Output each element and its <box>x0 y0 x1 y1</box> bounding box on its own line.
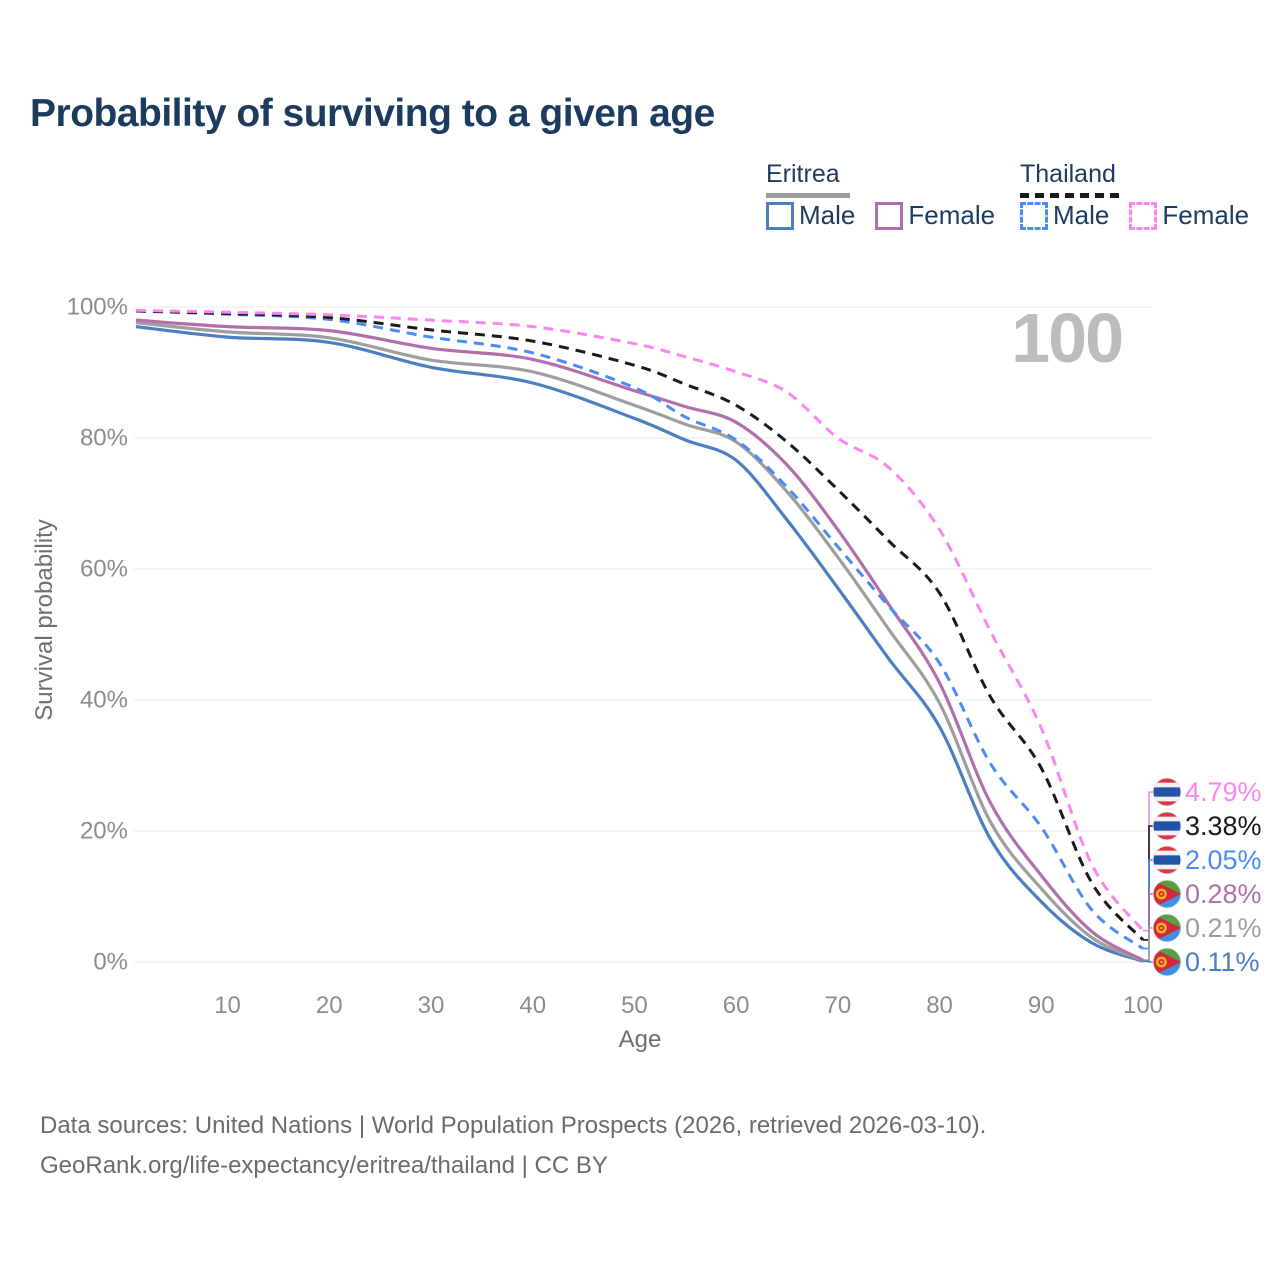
leader-line-eritrea-male <box>1143 960 1154 963</box>
legend-item-thailand-male[interactable]: Male <box>1020 200 1109 231</box>
series-line-eritrea-male[interactable] <box>135 325 1144 963</box>
legend-items-eritrea: Male Female <box>766 200 995 231</box>
end-label-eritrea: 0.21% <box>1152 913 1262 943</box>
x-tick-label: 100 <box>1123 992 1163 1019</box>
x-tick-label: 30 <box>418 992 445 1019</box>
legend-country-eritrea[interactable]: Eritrea <box>766 160 840 188</box>
legend-country-thailand[interactable]: Thailand <box>1020 160 1116 188</box>
x-tick-label: 70 <box>824 992 851 1019</box>
x-tick-label: 80 <box>926 992 953 1019</box>
legend-swatch-icon <box>1129 201 1158 230</box>
end-label-thailand-female: 4.79% <box>1152 777 1262 807</box>
y-tick-label: 80% <box>80 425 128 452</box>
end-value-label: 0.21% <box>1185 913 1262 943</box>
x-tick-label: 60 <box>723 992 750 1019</box>
end-label-thailand-male: 2.05% <box>1152 845 1262 875</box>
eritrea-flag-icon <box>1153 880 1181 908</box>
end-label-thailand: 3.38% <box>1152 811 1262 841</box>
x-tick-label: 20 <box>316 992 343 1019</box>
x-tick-label: 50 <box>621 992 648 1019</box>
y-tick-label: 40% <box>80 687 128 714</box>
end-value-label: 2.05% <box>1185 845 1262 875</box>
series-line-thailand-male[interactable] <box>135 309 1144 950</box>
leader-line-eritrea <box>1143 927 1154 962</box>
legend-item-thailand-female[interactable]: Female <box>1129 200 1249 231</box>
eritrea-line-swatch <box>766 193 850 198</box>
end-value-label: 4.79% <box>1185 777 1262 807</box>
legend-items-thailand: Male Female <box>1020 200 1249 231</box>
legend-swatch-icon <box>1020 201 1048 230</box>
y-tick-label: 100% <box>67 294 128 321</box>
end-value-label: 0.11% <box>1185 947 1260 977</box>
x-tick-label: 40 <box>519 992 546 1019</box>
legend-group-thailand: Thailand <box>1020 160 1122 198</box>
legend-item-label: Male <box>1053 200 1110 230</box>
legend-swatch-icon <box>766 201 794 230</box>
legend-item-label: Female <box>1162 200 1250 230</box>
thailand-line-swatch <box>1020 193 1122 198</box>
thailand-flag-icon <box>1153 778 1181 806</box>
x-tick-label: 10 <box>214 992 241 1019</box>
x-tick-label: 90 <box>1028 992 1055 1019</box>
thailand-flag-icon <box>1153 846 1181 874</box>
legend-item-label: Male <box>799 200 856 230</box>
x-axis-title: Age <box>618 1026 662 1053</box>
legend-item-eritrea-female[interactable]: Female <box>875 200 995 231</box>
y-tick-label: 60% <box>80 556 128 583</box>
eritrea-flag-icon <box>1153 948 1181 976</box>
legend-swatch-icon <box>875 201 904 230</box>
legend-item-label: Female <box>908 200 996 230</box>
series-line-eritrea[interactable] <box>135 321 1144 963</box>
age-watermark: 100 <box>1011 299 1124 377</box>
series-line-eritrea-female[interactable] <box>135 318 1144 962</box>
end-value-label: 3.38% <box>1185 811 1262 841</box>
footer-attribution: GeoRank.org/life-expectancy/eritrea/thai… <box>40 1152 608 1179</box>
end-label-eritrea-female: 0.28% <box>1152 879 1262 909</box>
footer: Data sources: United Nations | World Pop… <box>40 1106 986 1186</box>
legend-item-eritrea-male[interactable]: Male <box>766 200 855 231</box>
y-tick-label: 0% <box>93 949 128 976</box>
series-line-thailand[interactable] <box>135 309 1145 941</box>
legend-group-eritrea: Eritrea <box>766 160 850 198</box>
footer-data-sources: Data sources: United Nations | World Pop… <box>40 1112 987 1139</box>
thailand-flag-icon <box>1153 812 1181 840</box>
page-title: Probability of surviving to a given age <box>30 92 715 135</box>
end-label-eritrea-male: 0.11% <box>1152 947 1260 977</box>
eritrea-flag-icon <box>1153 914 1181 942</box>
series-line-thailand-female[interactable] <box>135 308 1145 932</box>
y-tick-label: 20% <box>80 818 128 845</box>
end-value-label: 0.28% <box>1185 879 1262 909</box>
